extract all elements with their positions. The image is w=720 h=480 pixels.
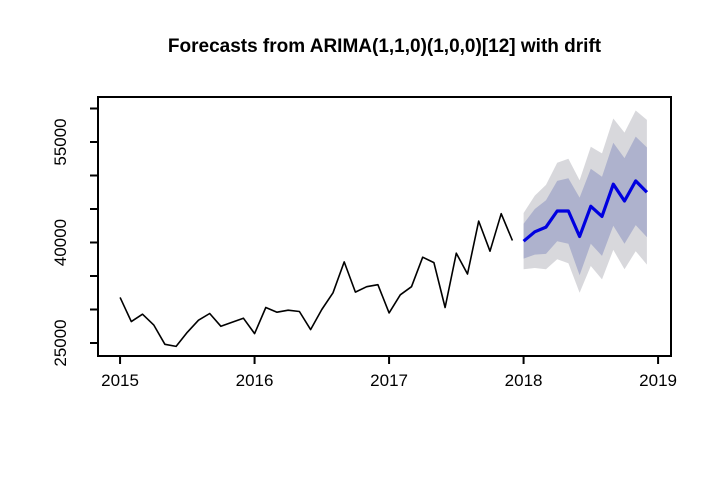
confidence-band-80 (523, 136, 647, 276)
x-axis-tick-label: 2019 (639, 371, 677, 390)
plot-box (97, 96, 672, 357)
historical-series-line (119, 212, 514, 348)
y-axis-tick-label: 25000 (51, 319, 70, 366)
y-axis-tick-label: 40000 (51, 219, 70, 266)
x-axis-tick-label: 2018 (505, 371, 543, 390)
x-axis-tick-label: 2017 (370, 371, 408, 390)
x-axis-tick-label: 2016 (236, 371, 274, 390)
y-axis-tick-label: 55000 (51, 118, 70, 165)
x-axis-tick-label: 2015 (101, 371, 139, 390)
chart-title: Forecasts from ARIMA(1,1,0)(1,0,0)[12] w… (167, 36, 602, 57)
forecast-mean-line (522, 179, 649, 243)
